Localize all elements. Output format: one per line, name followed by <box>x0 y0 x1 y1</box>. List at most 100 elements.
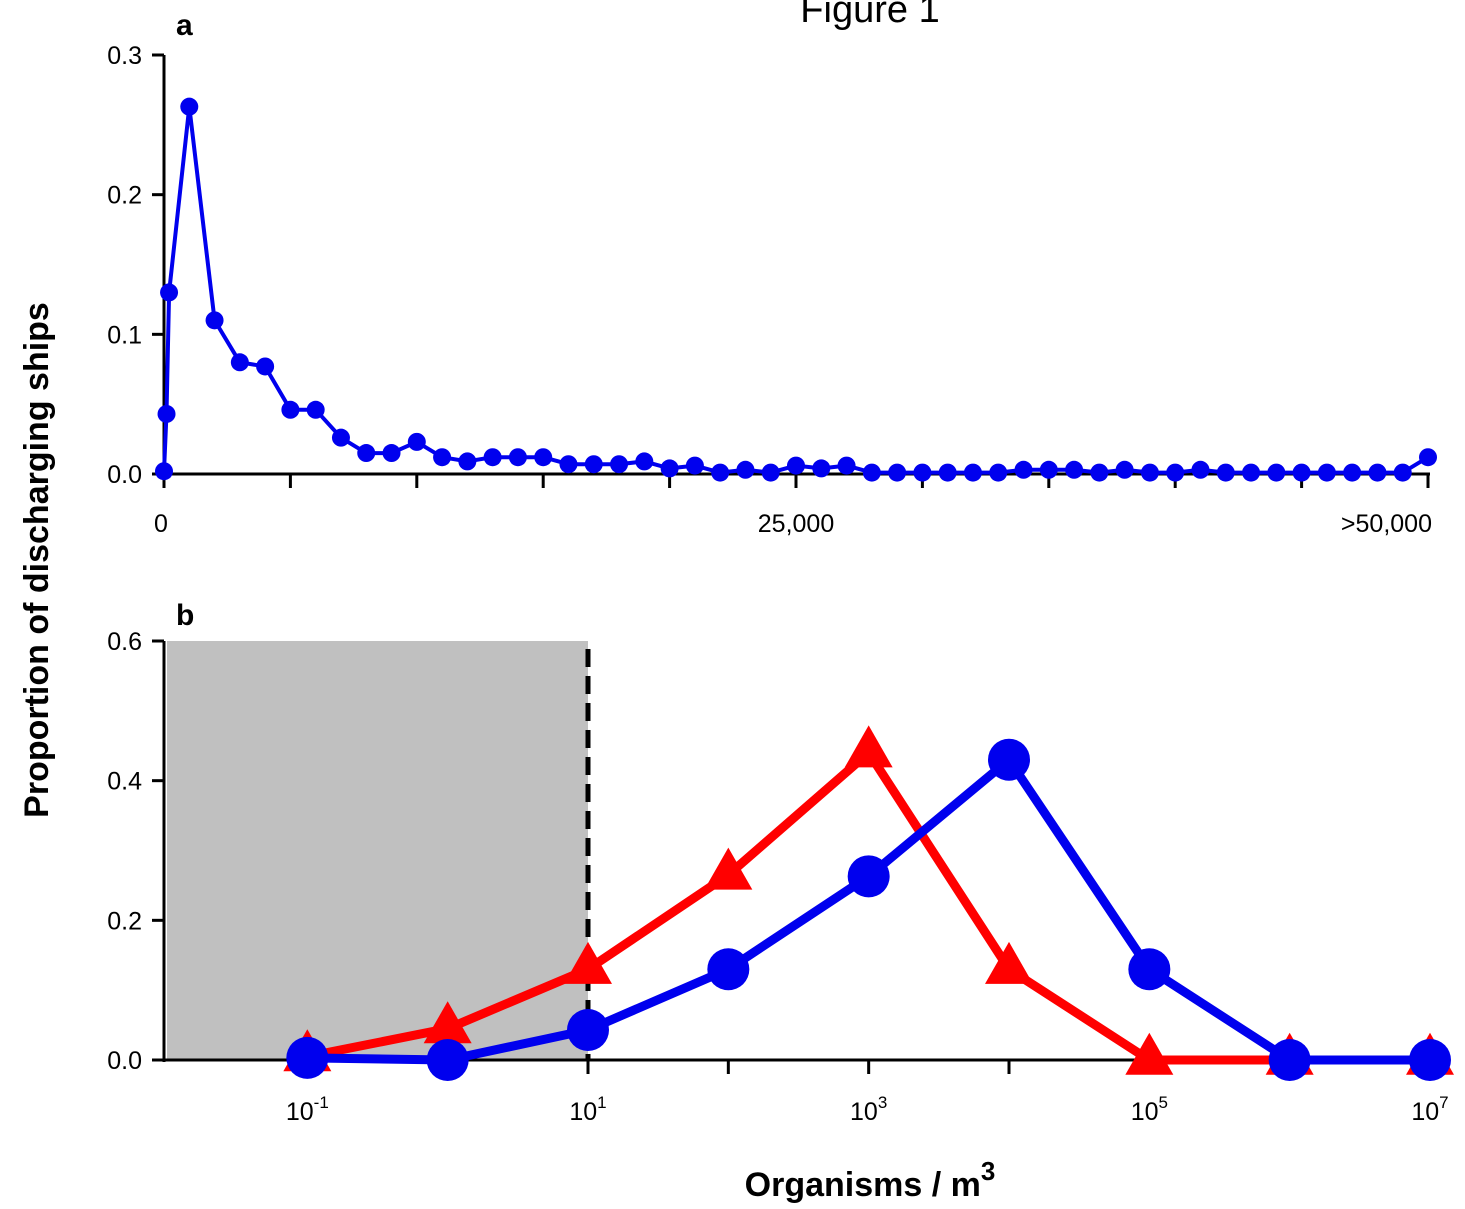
panel-b-triangle-point <box>985 941 1033 984</box>
tick-label-exponent: 7 <box>1439 1093 1448 1112</box>
panel-b-circle-point <box>567 1008 609 1051</box>
panel-a-data-point <box>331 428 350 447</box>
panel-b-x-tick-label: 101 <box>569 1093 606 1126</box>
panel-b: b 0.00.20.40.610-1 101 103 105 107 Organisms… <box>107 599 1454 1204</box>
tick-label-exponent: 3 <box>878 1093 887 1112</box>
panel-a-data-point <box>1065 460 1084 479</box>
panel-b-circle-point <box>426 1039 469 1081</box>
x-axis-title-superscript: 3 <box>981 1156 995 1186</box>
panel-a-data-point <box>382 444 401 463</box>
panel-b-y-tick-label: 0.2 <box>107 907 142 935</box>
panel-b-shaded-region <box>167 641 591 1060</box>
panel-a-data-point <box>407 432 426 451</box>
panel-b-y-tick-label: 0.6 <box>107 628 142 656</box>
panel-a-data-point <box>1216 463 1235 482</box>
panel-a: a 0.0 0.1 0.2 0.3 0 25,000 >50,000 <box>107 9 1437 538</box>
panel-a-data-point <box>938 463 957 482</box>
panel-a-series-line <box>162 104 1430 475</box>
panel-a-data-point <box>685 456 704 475</box>
panel-b-y-tick-label: 0.4 <box>107 768 142 796</box>
panel-a-data-point <box>534 448 553 467</box>
y-axis-title: Proportion of discharging ships <box>18 302 56 818</box>
panel-a-data-point <box>1267 463 1286 482</box>
tick-label-base: 10 <box>1131 1098 1159 1126</box>
panel-b-y-tick-label: 0.0 <box>107 1047 142 1075</box>
panel-b-triangle-point <box>704 847 753 890</box>
x-axis-title: Organisms / m3 <box>745 1156 996 1204</box>
panel-a-data-point <box>787 456 805 475</box>
panel-a-data-point <box>1317 463 1336 482</box>
panel-a-data-point <box>1140 463 1159 482</box>
panel-a-data-point <box>306 400 325 419</box>
panel-b-series <box>283 725 1454 1081</box>
panel-a-data-point <box>1242 463 1261 482</box>
panel-a-data-point <box>559 455 578 474</box>
panel-a-data-point <box>761 463 780 482</box>
panel-a-x-tick-label: 0 <box>154 510 168 538</box>
panel-a-series <box>155 97 1437 482</box>
panel-a-data-point <box>837 456 856 475</box>
tick-label-exponent: 5 <box>1159 1093 1168 1112</box>
tick-label-base: 10 <box>1411 1098 1439 1126</box>
panel-a-data-point <box>1343 463 1362 482</box>
panel-a-data-point <box>1039 460 1058 479</box>
panel-a-x-tick-label: 25,000 <box>758 510 834 538</box>
panel-a-data-point <box>433 448 452 467</box>
panel-a-data-point <box>1115 460 1134 479</box>
panel-a-data-point <box>230 353 249 372</box>
panel-a-data-point <box>508 448 527 467</box>
panel-a-data-point <box>1419 448 1437 467</box>
panel-a-data-point <box>1090 463 1109 482</box>
panel-a-y-tick-label: 0.0 <box>107 461 142 489</box>
tick-label-base: 10 <box>850 1098 878 1126</box>
panel-a-y-tick-label: 0.2 <box>107 182 142 210</box>
panel-a-data-point <box>160 283 179 302</box>
panel-b-circle-point <box>707 948 750 991</box>
panel-a-data-point <box>862 463 881 482</box>
panel-a-ticks: 0.0 0.1 0.2 0.3 0 25,000 >50,000 <box>107 42 1432 538</box>
panel-a-axes <box>162 55 1430 476</box>
panel-a-data-point <box>963 463 982 482</box>
panel-a-y-tick-label: 0.3 <box>107 42 142 70</box>
panel-a-letter: a <box>176 9 193 42</box>
panel-a-data-point <box>155 462 173 481</box>
panel-a-data-point <box>610 455 629 474</box>
panel-a-data-point <box>256 357 275 376</box>
panel-a-x-tick-label: >50,000 <box>1341 510 1432 538</box>
panel-a-data-point <box>1368 463 1387 482</box>
figure-title: Figure 1 <box>800 0 939 31</box>
panel-a-data-point <box>1191 460 1210 479</box>
panel-b-x-tick-label: 105 <box>1131 1093 1168 1126</box>
panel-a-data-point <box>660 459 679 478</box>
tick-label-base: 10 <box>286 1098 314 1126</box>
panel-a-data-point <box>281 400 300 419</box>
panel-a-data-point <box>357 444 376 463</box>
panel-a-data-point <box>913 463 932 482</box>
tick-label-base: 10 <box>569 1098 597 1126</box>
panel-a-data-point <box>888 463 907 482</box>
panel-a-data-point <box>1014 460 1033 479</box>
panel-b-x-tick-label: 107 <box>1411 1093 1448 1126</box>
panel-b-circle-point <box>988 738 1030 781</box>
panel-a-data-point <box>584 455 603 474</box>
panel-a-data-point <box>736 460 755 479</box>
panel-a-data-point <box>205 311 224 330</box>
tick-label-exponent: 1 <box>597 1093 606 1112</box>
panel-b-circle-point <box>1268 1039 1311 1081</box>
panel-b-x-tick-label: 103 <box>850 1093 887 1126</box>
panel-a-data-point <box>180 97 199 116</box>
panel-a-data-point <box>458 452 477 471</box>
panel-a-data-point <box>1166 463 1185 482</box>
panel-b-x-tick-label: 10-1 <box>286 1093 329 1126</box>
panel-b-triangle-point <box>844 725 893 768</box>
panel-a-data-point <box>1393 463 1412 482</box>
panel-a-data-point <box>812 459 831 478</box>
panel-b-triangle-point <box>423 1001 472 1044</box>
panel-a-data-point <box>711 463 730 482</box>
panel-b-circle-point <box>847 855 890 898</box>
panel-a-data-point <box>989 463 1008 482</box>
panel-a-data-point <box>1292 463 1311 482</box>
panel-b-circle-point <box>1128 948 1171 991</box>
panel-a-data-point <box>157 404 176 423</box>
